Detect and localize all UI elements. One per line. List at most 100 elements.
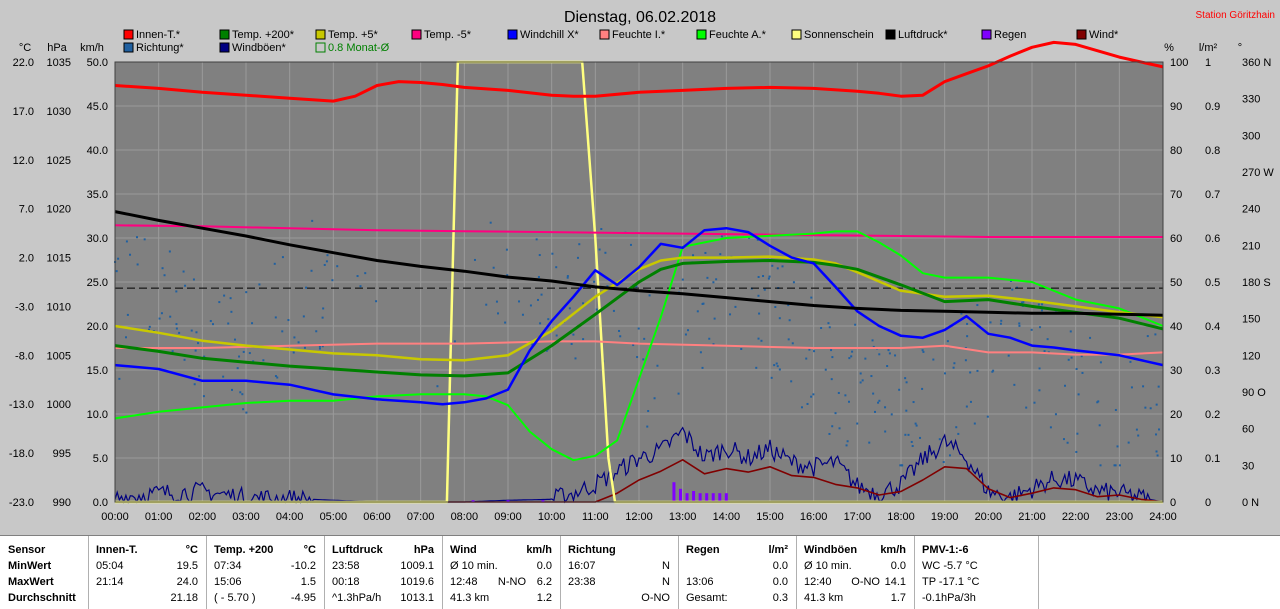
series-group — [114, 40, 1164, 505]
series-line-temp-minus5 — [114, 224, 1163, 238]
direction-point — [831, 425, 834, 428]
direction-point — [1022, 301, 1025, 304]
direction-point — [115, 270, 118, 273]
stats-header-row: Luftdruck hPa — [328, 542, 438, 558]
direction-point — [904, 377, 907, 380]
direction-point — [318, 345, 321, 348]
direction-point — [899, 464, 902, 467]
x-tick-label: 00:00 — [101, 511, 129, 523]
direction-point — [894, 354, 897, 357]
direction-point — [124, 336, 127, 339]
direction-point — [538, 254, 541, 257]
y-tick-label-temp: 12.0 — [13, 155, 34, 167]
y-tick-label-kmh: 15.0 — [87, 365, 108, 377]
y-tick-label-direction: 180 S — [1242, 277, 1271, 289]
stats-column-temp200: Temp. +200 °C 07:34 -10.2 15:06 1.5 ( - 5.70 )… — [206, 536, 325, 609]
direction-point — [582, 302, 585, 305]
direction-point — [828, 326, 831, 329]
direction-point — [912, 401, 915, 404]
direction-point — [778, 317, 781, 320]
stats-value: 07:34 — [214, 560, 242, 572]
y-tick-label-rain: 0.9 — [1205, 101, 1220, 113]
stats-value: 12:48 — [450, 576, 478, 588]
direction-point — [810, 296, 813, 299]
direction-point — [158, 317, 161, 320]
direction-point — [1127, 441, 1130, 444]
legend-label: Temp. +5* — [328, 29, 379, 41]
direction-point — [976, 304, 979, 307]
series-line-gusts — [114, 426, 1161, 505]
direction-point — [566, 276, 569, 279]
direction-point — [922, 350, 925, 353]
stats-value: Ø 10 min. — [804, 560, 852, 572]
direction-point — [192, 278, 195, 281]
direction-point — [874, 410, 877, 413]
direction-point — [222, 375, 225, 378]
y-tick-label-kmh: 20.0 — [87, 321, 108, 333]
direction-point — [566, 275, 569, 278]
legend-swatch — [123, 29, 134, 40]
x-tick-label: 13:00 — [669, 511, 697, 523]
direction-point — [505, 248, 508, 251]
direction-point — [492, 266, 495, 269]
stats-header-row: Innen-T. °C — [92, 542, 202, 558]
stats-value: 1.5 — [300, 576, 316, 588]
direction-point — [1018, 322, 1021, 325]
stats-row: 41.3 km 1.7 — [800, 590, 910, 606]
y-tick-label-temp: -18.0 — [9, 448, 34, 460]
direction-point — [242, 350, 245, 353]
direction-point — [884, 430, 887, 433]
stats-value: 23:38 — [568, 576, 596, 588]
direction-point — [942, 461, 945, 464]
y-tick-label-percent: 60 — [1170, 233, 1182, 245]
direction-point — [696, 310, 699, 313]
direction-point — [768, 275, 771, 278]
direction-point — [551, 252, 554, 255]
direction-point — [888, 352, 891, 355]
direction-point — [1070, 356, 1073, 359]
stats-value: N — [662, 560, 670, 572]
stats-row: 21:14 24.0 — [92, 574, 202, 590]
direction-point — [326, 254, 329, 257]
direction-point — [318, 347, 321, 350]
stats-column-regen: Regen l/m² 0.0 13:06 0.0 Gesamt: 0.3 — [678, 536, 797, 609]
x-tick-label: 12:00 — [625, 511, 653, 523]
direction-point — [859, 381, 862, 384]
legend-swatch — [123, 42, 134, 53]
direction-point — [952, 366, 955, 369]
direction-point — [701, 366, 704, 369]
direction-point — [831, 356, 834, 359]
stats-value: N-NO — [497, 576, 526, 588]
stats-value: 12:40 — [804, 576, 832, 588]
direction-point — [1135, 428, 1138, 431]
direction-point — [436, 385, 439, 388]
legend: Innen-T.* Temp. +200* Temp. +5* Temp. -5* Wi… — [123, 29, 1119, 54]
stats-header-row: PMV-1:-6 — [918, 542, 1034, 558]
y-tick-label-direction: 300 — [1242, 130, 1260, 142]
direction-point — [864, 357, 867, 360]
direction-point — [619, 335, 622, 338]
direction-point — [1089, 336, 1092, 339]
direction-point — [859, 372, 862, 375]
y-tick-label-kmh: 5.0 — [93, 453, 108, 465]
direction-point — [595, 308, 598, 311]
stats-value: ^1.3hPa/h — [332, 592, 382, 604]
stats-row: ( - 5.70 ) -4.95 — [210, 590, 320, 606]
direction-point — [846, 440, 849, 443]
direction-point — [787, 338, 790, 341]
direction-point — [901, 464, 904, 467]
direction-point — [969, 400, 972, 403]
legend-swatch — [791, 29, 802, 40]
stats-row: Durchschnitt — [4, 590, 84, 606]
direction-point — [582, 338, 585, 341]
stats-unit: hPa — [413, 544, 434, 556]
y-tick-label-percent: 80 — [1170, 145, 1182, 157]
direction-point — [810, 395, 813, 398]
direction-point — [1013, 383, 1016, 386]
y-tick-label-percent: 70 — [1170, 189, 1182, 201]
direction-point — [473, 258, 476, 261]
direction-point — [884, 406, 887, 409]
direction-point — [606, 285, 609, 288]
y-tick-label-hpa: 1035 — [47, 57, 71, 69]
stats-value: 1019.6 — [400, 576, 434, 588]
